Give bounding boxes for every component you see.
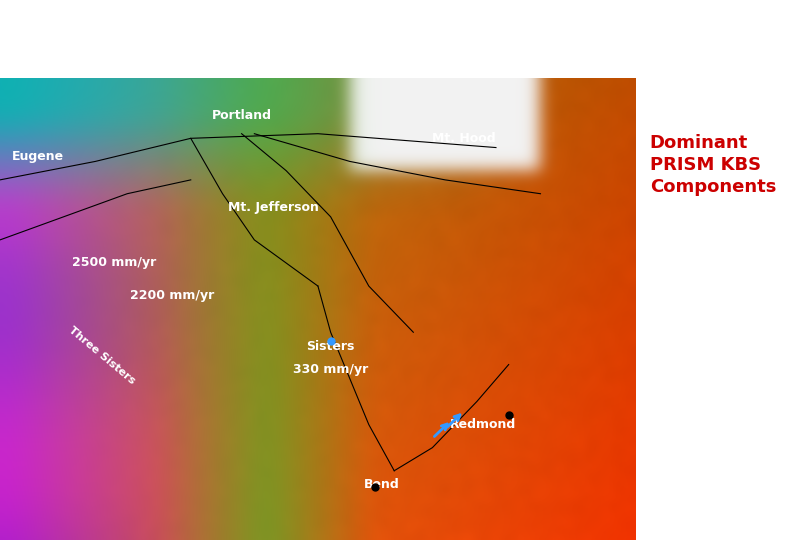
Text: Mt. Hood: Mt. Hood: [433, 132, 496, 145]
Text: Bend: Bend: [364, 478, 399, 491]
Text: Redmond: Redmond: [450, 418, 516, 431]
Text: Moisture Regime: Moisture Regime: [650, 458, 795, 474]
Text: 2500 mm/yr: 2500 mm/yr: [72, 256, 156, 269]
Text: Sisters: Sisters: [306, 340, 355, 353]
Text: Dominant
PRISM KBS
Components: Dominant PRISM KBS Components: [650, 134, 776, 196]
Text: Rain Shadow: 1961-90 Mean Annual Precipitation: Rain Shadow: 1961-90 Mean Annual Precipi…: [55, 16, 755, 39]
Text: 2200 mm/yr: 2200 mm/yr: [130, 289, 214, 302]
Text: 330 mm/yr: 330 mm/yr: [293, 363, 369, 376]
Text: Portland: Portland: [211, 109, 271, 122]
Text: Mt. Jefferson: Mt. Jefferson: [228, 201, 319, 214]
Text: Terrain orientation: Terrain orientation: [650, 329, 810, 345]
Text: Three Sisters: Three Sisters: [66, 325, 137, 386]
Text: Oregon Cascades: Oregon Cascades: [283, 51, 527, 75]
Text: Elevation: Elevation: [650, 265, 730, 280]
Text: Eugene: Eugene: [12, 150, 64, 163]
Text: Terrain steepness: Terrain steepness: [650, 394, 803, 409]
